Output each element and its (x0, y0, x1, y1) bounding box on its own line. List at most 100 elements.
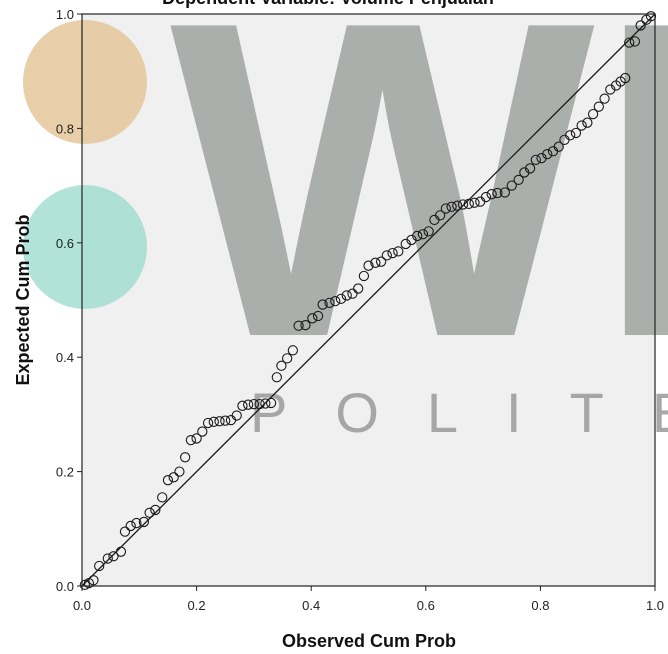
data-point (317, 299, 328, 310)
data-point (330, 295, 341, 307)
data-point (492, 187, 503, 199)
y-axis-title: Expected Cum Prob (13, 214, 33, 385)
data-point (185, 434, 197, 446)
x-tick-label: 1.0 (646, 598, 664, 613)
plot-frame (81, 13, 656, 587)
data-point (88, 575, 99, 586)
y-tick-label: 0.6 (56, 236, 74, 251)
data-point (307, 313, 318, 324)
data-point (208, 416, 219, 427)
data-point (115, 546, 127, 557)
y-axis-ticks: 0.0 0.2 0.4 0.6 0.8 1.0 (56, 7, 82, 594)
data-point (300, 320, 311, 331)
data-point (599, 93, 610, 104)
data-point (417, 229, 429, 240)
watermark-subtext: POLITEK (250, 381, 668, 444)
data-point (452, 200, 463, 211)
x-tick-label: 0.8 (531, 598, 549, 613)
data-point (281, 353, 293, 364)
data-point (486, 189, 497, 200)
data-point (387, 247, 398, 259)
data-point (265, 397, 277, 409)
data-point (635, 20, 646, 31)
data-point (119, 526, 131, 537)
data-point (375, 256, 387, 267)
data-point (341, 290, 352, 301)
data-point (168, 472, 179, 483)
data-point (94, 560, 105, 572)
data-point (499, 187, 511, 198)
data-point (565, 130, 576, 141)
data-point (480, 191, 492, 203)
data-point (347, 288, 358, 299)
data-points (79, 11, 657, 591)
data-point (576, 120, 587, 131)
data-point (570, 127, 582, 139)
data-point (243, 399, 254, 410)
data-point (513, 174, 524, 186)
data-point (174, 466, 185, 477)
reference-line (81, 13, 656, 587)
data-point (624, 37, 635, 48)
data-point (287, 345, 299, 356)
data-point (276, 360, 287, 371)
data-point (197, 426, 208, 437)
chart-title: Dependent Variable: Volume Penjualan (162, 0, 494, 8)
data-point (271, 372, 282, 383)
data-point (237, 400, 248, 411)
data-point (553, 141, 564, 152)
data-point (260, 398, 271, 409)
data-point (412, 230, 423, 242)
data-point (457, 199, 469, 210)
data-point (254, 398, 265, 410)
y-tick-label: 0.8 (56, 121, 74, 136)
data-point (587, 108, 599, 120)
data-point (530, 154, 541, 166)
data-point (446, 201, 457, 212)
data-point (231, 410, 242, 421)
y-tick-label: 1.0 (56, 7, 74, 22)
data-point (335, 293, 347, 305)
y-tick-label: 0.2 (56, 465, 74, 480)
data-point (102, 553, 113, 564)
data-point (620, 72, 631, 84)
y-tick-label: 0.0 (56, 579, 74, 594)
data-point (191, 433, 202, 444)
data-point (469, 197, 480, 208)
data-point (629, 36, 641, 47)
data-point (108, 551, 119, 562)
data-point (593, 101, 604, 112)
data-point (542, 148, 553, 160)
data-point (144, 507, 155, 518)
data-point (214, 416, 225, 427)
data-point (202, 417, 214, 429)
data-point (157, 492, 168, 503)
data-point (363, 260, 374, 271)
data-point (312, 310, 324, 322)
data-point (381, 250, 392, 261)
data-point (524, 163, 536, 174)
data-point (582, 117, 593, 128)
x-tick-label: 0.4 (302, 598, 320, 613)
data-point (248, 398, 260, 410)
x-axis-ticks: 0.0 0.2 0.4 0.6 0.8 1.0 (73, 586, 664, 613)
watermark-circle-orange (23, 20, 147, 144)
data-point (358, 270, 370, 282)
data-point (150, 504, 161, 516)
x-tick-label: 0.6 (417, 598, 435, 613)
data-point (440, 203, 452, 214)
x-tick-label: 0.0 (73, 598, 91, 613)
data-point (370, 257, 381, 268)
watermark-circle-teal (23, 185, 147, 309)
data-point (162, 475, 174, 486)
data-point (131, 517, 142, 529)
data-point (506, 180, 517, 191)
data-point (393, 246, 404, 257)
watermark: WE POLITEK (23, 0, 668, 444)
x-axis-title: Observed Cum Prob (282, 631, 456, 651)
data-point (138, 516, 150, 528)
data-point (324, 297, 335, 309)
data-point (293, 320, 304, 331)
y-tick-label: 0.4 (56, 350, 74, 365)
